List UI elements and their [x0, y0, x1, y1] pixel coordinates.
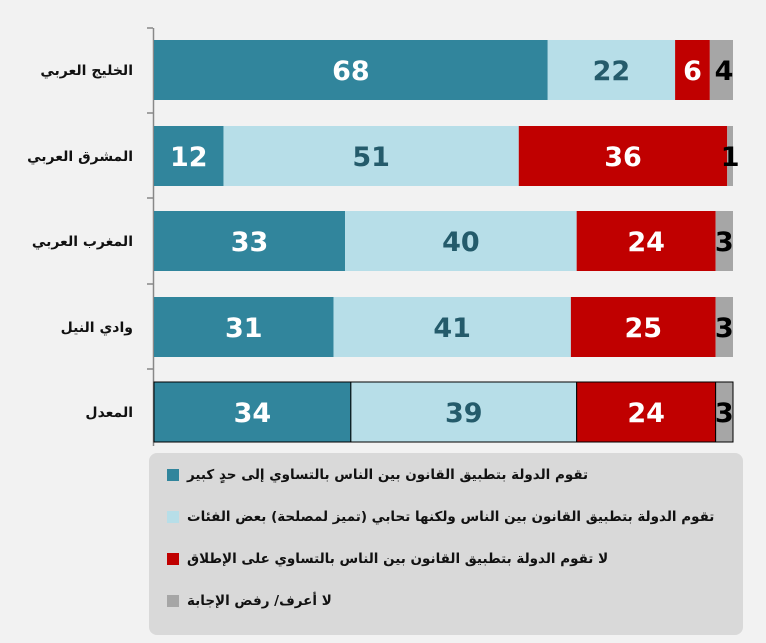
bar-segment: [333, 297, 571, 357]
bar-segment: [154, 211, 346, 271]
bar-segment: [153, 381, 352, 443]
data-label: 3: [715, 227, 734, 258]
legend-label: تقوم الدولة بتطبيق القانون بين الناس ولك…: [187, 509, 715, 525]
legend-label: لا أعرف/ رفض الإجابة: [187, 593, 332, 609]
legend-item: لا أعرف/ رفض الإجابة: [167, 593, 332, 609]
data-label: 1: [721, 142, 740, 173]
data-label: 33: [231, 227, 269, 258]
legend-label: لا تقوم الدولة بتطبيق القانون بين الناس …: [187, 551, 609, 567]
legend-swatch: [167, 553, 179, 565]
data-label: 3: [715, 398, 734, 429]
legend-item: تقوم الدولة بتطبيق القانون بين الناس ولك…: [167, 509, 714, 525]
legend-swatch: [167, 469, 179, 481]
bar-segment: [547, 40, 676, 100]
legend-item: تقوم الدولة بتطبيق القانون بين الناس بال…: [167, 467, 588, 483]
bar-segment: [154, 40, 548, 100]
data-label: 40: [442, 227, 480, 258]
legend-label: تقوم الدولة بتطبيق القانون بين الناس بال…: [187, 467, 589, 483]
category-label: المغرب العربي: [32, 234, 133, 250]
legend-swatch: [167, 595, 179, 607]
data-label: 31: [225, 313, 263, 344]
category-label: وادي النيل: [61, 320, 133, 337]
bar-segment: [715, 297, 733, 357]
category-label: المعدل: [85, 405, 133, 421]
data-label: 25: [624, 313, 662, 344]
data-label: 6: [683, 56, 702, 87]
bar-segment: [345, 211, 577, 271]
category-label: الخليج العربي: [40, 63, 133, 79]
stacked-bar-chart: 68 22 6 4 12 51 36 1 33 40 24 3 31 41 25 3 34 39 24 3 الخلي…: [27, 27, 740, 446]
bar-segment: [675, 40, 710, 100]
data-label: 24: [627, 398, 665, 429]
data-label: 24: [627, 227, 665, 258]
bar-segment: [576, 381, 717, 443]
data-label: 22: [593, 56, 631, 87]
data-label: 68: [332, 56, 370, 87]
bars: 68 22 6 4 12 51 36 1 33 40 24 3 31 41 25 3 34 39 24 3: [153, 40, 740, 443]
bar-segment: [709, 40, 733, 100]
bar-segment: [154, 126, 224, 186]
data-label: 41: [433, 313, 471, 344]
bar-segment: [727, 126, 733, 186]
legend-item: لا تقوم الدولة بتطبيق القانون بين الناس …: [167, 551, 608, 567]
bar-segment: [350, 381, 578, 443]
data-label: 4: [715, 56, 734, 87]
bar-segment: [154, 297, 334, 357]
bar-segment: [223, 126, 519, 186]
data-label: 34: [234, 398, 272, 429]
bar-segment: [715, 211, 733, 271]
bar-segment: [576, 211, 716, 271]
bar-segment: [715, 381, 734, 443]
data-label: 51: [352, 142, 390, 173]
category-label: المشرق العربي: [27, 149, 133, 165]
bar-segment: [570, 297, 716, 357]
y-axis: [147, 27, 155, 446]
legend-swatch: [167, 511, 179, 523]
legend: تقوم الدولة بتطبيق القانون بين الناس بال…: [149, 453, 743, 635]
bar-segment: [518, 126, 728, 186]
data-label: 12: [170, 142, 208, 173]
data-label: 36: [604, 142, 642, 173]
category-labels: الخليج العربي المشرق العربي المغرب العربي و…: [27, 63, 133, 421]
data-label: 3: [715, 313, 734, 344]
data-label: 39: [445, 398, 483, 429]
